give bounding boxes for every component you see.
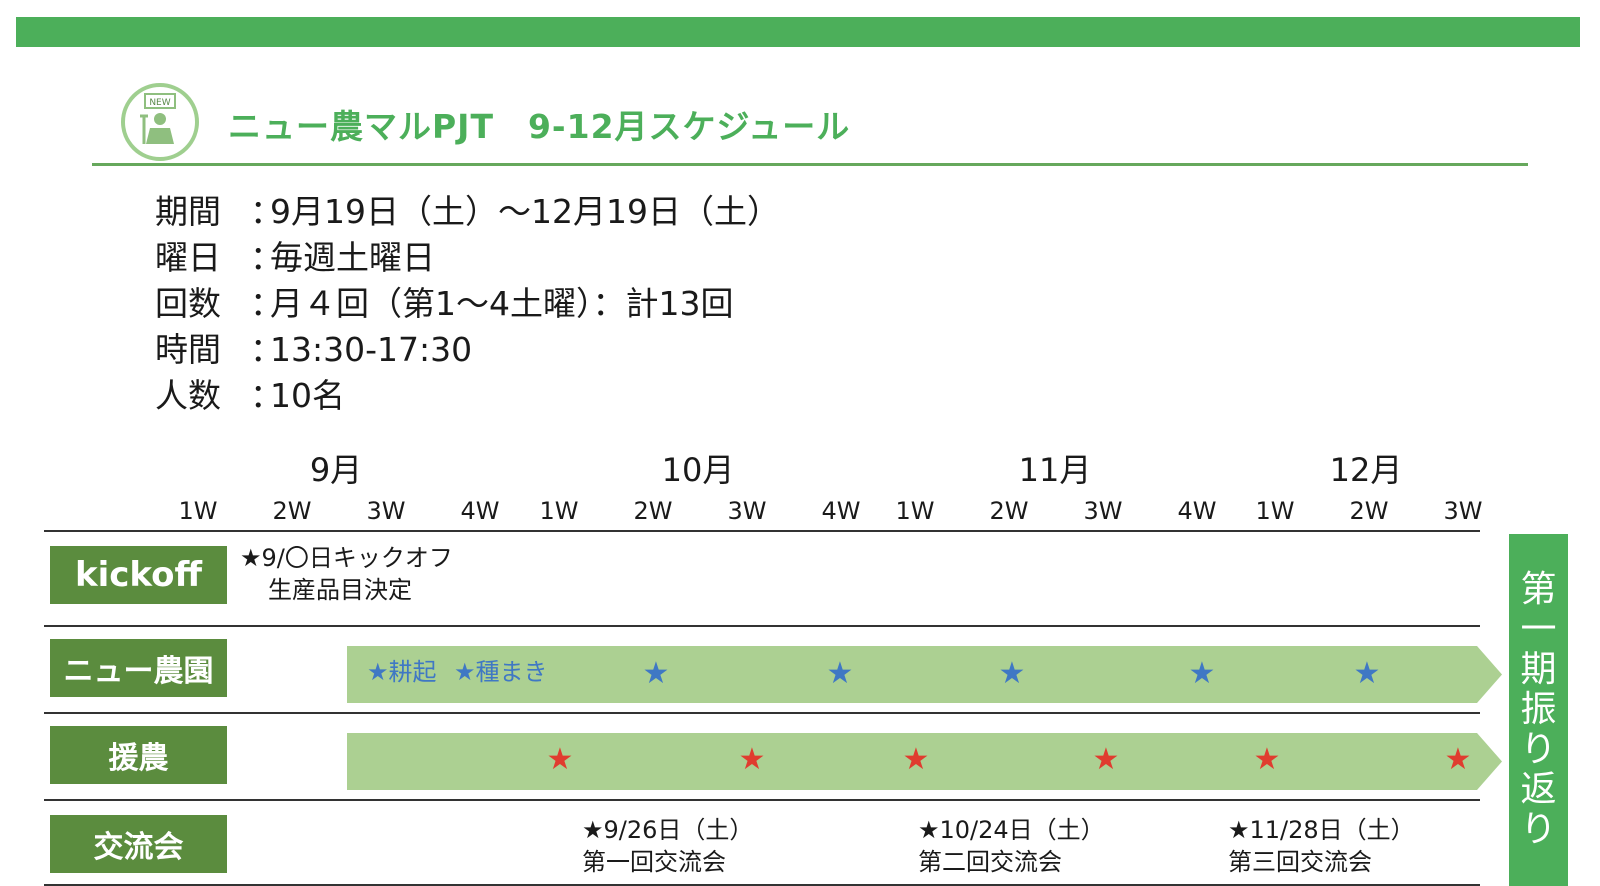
info-period: 期間 ：9月19日（土）～12月19日（土） <box>155 185 780 233</box>
info-value: 13:30-17:30 <box>270 330 473 369</box>
farm-star-marker: ★ <box>1188 656 1216 691</box>
info-value: 毎週土曜日 <box>270 238 435 277</box>
farm-star-marker: ★ <box>1353 656 1381 691</box>
review-vertical-bar: 第一期振り返り <box>1509 534 1568 886</box>
week-header: 2W <box>1349 497 1389 525</box>
new-farmer-logo-icon: NEW <box>121 83 199 161</box>
info-value: 10名 <box>270 376 345 415</box>
info-separator: ： <box>250 330 283 369</box>
exchange-event-date: ★11/28日（土） <box>1228 816 1415 844</box>
row-divider <box>44 625 1480 627</box>
review-char: 返 <box>1520 769 1557 810</box>
title-underline <box>92 163 1528 166</box>
month-header: 10月 <box>661 451 735 489</box>
row-label-support-farming: 援農 <box>50 726 227 784</box>
exchange-event-name: 第三回交流会 <box>1228 848 1372 876</box>
review-char: り <box>1520 809 1557 850</box>
exchange-event-date: ★10/24日（土） <box>918 816 1105 844</box>
review-char: 第 <box>1520 569 1557 610</box>
support-star-marker: ★ <box>1092 742 1120 777</box>
row-divider <box>44 884 1480 886</box>
info-time: 時間 ：13:30-17:30 <box>155 323 472 371</box>
exchange-event-name: 第二回交流会 <box>918 848 1062 876</box>
week-header: 2W <box>989 497 1029 525</box>
kickoff-event-detail: 生産品目決定 <box>268 576 412 604</box>
week-header: 2W <box>272 497 312 525</box>
farm-star-marker: ★ <box>826 656 854 691</box>
month-header: 11月 <box>1018 451 1092 489</box>
page-title: ニュー農マルPJT 9-12月スケジュール <box>228 107 851 146</box>
row-divider <box>44 799 1480 801</box>
week-header: 2W <box>633 497 673 525</box>
info-separator: ： <box>250 238 283 277</box>
support-star-marker: ★ <box>1253 742 1281 777</box>
info-label: 曜日 <box>155 238 221 277</box>
month-header: 9月 <box>309 451 363 489</box>
info-weekday: 曜日 ：毎週土曜日 <box>155 231 435 279</box>
review-char: 振 <box>1520 689 1557 730</box>
support-star-marker: ★ <box>546 742 574 777</box>
info-label: 回数 <box>155 284 221 323</box>
kickoff-event: ★9/〇日キックオフ <box>240 544 453 572</box>
week-header: 1W <box>539 497 579 525</box>
week-header: 4W <box>1177 497 1217 525</box>
exchange-event-name: 第一回交流会 <box>582 848 726 876</box>
info-label: 期間 <box>155 192 221 231</box>
exchange-event-date: ★9/26日（土） <box>582 816 754 844</box>
logo-badge-text: NEW <box>149 98 170 108</box>
week-header: 1W <box>1255 497 1295 525</box>
row-divider <box>44 530 1480 532</box>
info-label: 人数 <box>155 376 221 415</box>
farm-star-marker: ★ <box>998 656 1026 691</box>
review-char: り <box>1520 729 1557 770</box>
week-header: 3W <box>366 497 406 525</box>
row-divider <box>44 712 1480 714</box>
support-star-marker: ★ <box>738 742 766 777</box>
week-header: 4W <box>460 497 500 525</box>
row-label-exchange-meeting: 交流会 <box>50 815 227 873</box>
week-header: 3W <box>1083 497 1123 525</box>
farm-star-marker: ★ <box>642 656 670 691</box>
farm-note-sowing: ★種まき <box>454 658 548 686</box>
month-header: 12月 <box>1329 451 1403 489</box>
info-count: 回数 ：月４回（第1～4土曜）：計13回 <box>155 277 733 325</box>
info-separator: ： <box>250 192 283 231</box>
info-value: 月４回（第1～4土曜）：計13回 <box>270 284 734 323</box>
row-label-new-farm: ニュー農園 <box>50 639 227 697</box>
week-header: 1W <box>178 497 218 525</box>
support-star-marker: ★ <box>902 742 930 777</box>
week-header: 1W <box>895 497 935 525</box>
support-star-marker: ★ <box>1444 742 1472 777</box>
top-accent-bar <box>16 17 1580 47</box>
farm-note-tilling: ★耕起 <box>367 658 437 686</box>
week-header: 3W <box>1443 497 1483 525</box>
info-separator: ： <box>250 376 283 415</box>
row-label-kickoff: kickoff <box>50 546 227 604</box>
info-people: 人数 ：10名 <box>155 369 345 417</box>
week-header: 4W <box>821 497 861 525</box>
info-separator: ： <box>250 284 283 323</box>
info-value: 9月19日（土）～12月19日（土） <box>270 192 780 231</box>
review-char: 一 <box>1520 609 1557 650</box>
review-char: 期 <box>1520 649 1557 690</box>
info-label: 時間 <box>155 330 221 369</box>
farm-timeline-arrow <box>347 646 1502 703</box>
week-header: 3W <box>727 497 767 525</box>
support-timeline-arrow <box>347 733 1502 790</box>
